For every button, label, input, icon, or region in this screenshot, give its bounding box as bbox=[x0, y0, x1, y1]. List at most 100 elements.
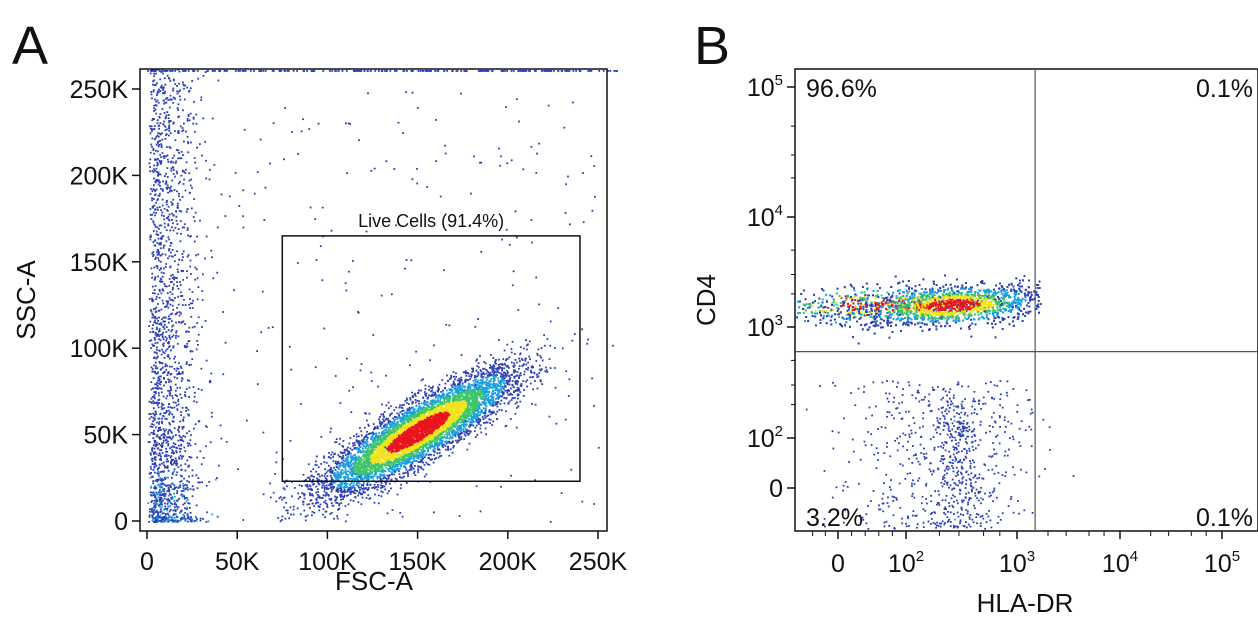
panel-a-dot bbox=[417, 471, 420, 473]
panel-a-dot bbox=[336, 475, 338, 478]
panel-a-dot bbox=[389, 464, 392, 467]
panel-a-dot bbox=[478, 406, 481, 409]
panel-a-dot bbox=[410, 452, 413, 455]
panel-a-dot bbox=[508, 383, 511, 386]
panel-a-dot bbox=[384, 477, 387, 479]
panel-a-dot bbox=[308, 476, 311, 479]
panel-a-dot bbox=[475, 415, 478, 417]
panel-a-dot bbox=[376, 425, 379, 428]
panel-a-dot bbox=[514, 402, 517, 405]
panel-a-dot bbox=[435, 457, 437, 459]
panel-a-dot bbox=[379, 460, 381, 463]
panel-a-dot bbox=[291, 495, 293, 498]
panel-a-dot bbox=[330, 511, 333, 514]
panel-a-dot bbox=[459, 415, 462, 418]
panel-a-dot bbox=[443, 394, 445, 396]
panel-a-dot bbox=[503, 379, 506, 382]
panel-a-dot bbox=[385, 425, 388, 427]
panel-a-dot bbox=[456, 432, 459, 434]
panel-a-dot bbox=[340, 495, 343, 498]
panel-a-dot bbox=[565, 370, 568, 373]
panel-a-dot bbox=[523, 373, 526, 376]
panel-a-dot bbox=[363, 477, 366, 480]
panel-a-dot bbox=[511, 393, 514, 396]
panel-a-dot bbox=[492, 403, 495, 406]
panel-a-dot bbox=[488, 386, 491, 389]
panel-a-dot bbox=[479, 369, 482, 371]
panel-a-dot bbox=[353, 444, 356, 446]
panel-a-dot bbox=[522, 364, 525, 366]
panel-a-dot bbox=[457, 429, 460, 432]
panel-a-dot bbox=[435, 443, 437, 446]
panel-a-dot bbox=[365, 455, 368, 457]
panel-a-dot bbox=[340, 498, 342, 501]
panel-a-dot bbox=[472, 388, 475, 391]
panel-a-dot bbox=[529, 382, 532, 385]
panel-a-dot bbox=[424, 433, 427, 436]
panel-a-dot bbox=[414, 474, 417, 477]
panel-a-dot bbox=[359, 441, 362, 444]
panel-a-dot bbox=[344, 466, 347, 469]
panel-a-dot bbox=[435, 438, 437, 441]
panel-a-dot bbox=[501, 395, 503, 398]
panel-a-dot bbox=[478, 401, 481, 404]
panel-a-dot bbox=[425, 461, 428, 464]
panel-a-dot bbox=[393, 466, 396, 469]
panel-a-dot bbox=[439, 427, 441, 430]
panel-a-dot bbox=[441, 444, 444, 447]
panel-a-dot bbox=[346, 450, 349, 452]
panel-a-dot bbox=[444, 427, 446, 430]
panel-a-dot bbox=[316, 455, 318, 458]
panel-a-dot bbox=[365, 468, 368, 471]
panel-a-dot bbox=[377, 486, 380, 488]
panel-a-dot bbox=[400, 428, 403, 431]
panel-a-dot bbox=[397, 453, 400, 456]
panel-a-dot bbox=[399, 476, 401, 478]
panel-a-dot bbox=[353, 441, 356, 444]
panel-a-dot bbox=[473, 386, 476, 389]
panel-a-dot bbox=[549, 344, 552, 347]
panel-a-dot bbox=[390, 464, 392, 467]
panel-a-dot bbox=[470, 392, 473, 394]
panel-a-dot bbox=[367, 475, 370, 478]
panel-a-dot bbox=[370, 438, 372, 440]
panel-a-dot bbox=[473, 430, 476, 433]
panel-a-dot bbox=[355, 477, 358, 480]
panel-a-dot bbox=[378, 442, 381, 445]
panel-a-dot bbox=[379, 436, 382, 439]
panel-a-dot bbox=[458, 439, 461, 441]
panel-a-dot bbox=[401, 451, 403, 454]
panel-a-dot bbox=[344, 458, 347, 460]
panel-a-dot bbox=[404, 466, 407, 469]
panel-a-dot bbox=[480, 409, 483, 411]
panel-a-dot bbox=[356, 457, 359, 460]
panel-a-dot bbox=[466, 412, 469, 414]
panel-a-dot bbox=[317, 505, 320, 507]
panel-a-dot bbox=[411, 462, 414, 465]
panel-a-dot bbox=[292, 513, 295, 516]
panel-a-dot bbox=[484, 387, 487, 389]
panel-a-dot bbox=[438, 437, 441, 440]
panel-a-dot bbox=[464, 406, 466, 409]
panel-a-dot bbox=[494, 402, 497, 404]
panel-a-dot bbox=[344, 490, 347, 493]
panel-a-dot bbox=[371, 467, 374, 470]
panel-a-dot bbox=[364, 426, 366, 429]
panel-a-dot bbox=[434, 428, 437, 431]
panel-a-dot bbox=[401, 462, 404, 464]
panel-a-dot bbox=[372, 476, 374, 479]
panel-a-dot bbox=[504, 364, 507, 367]
panel-a-dot bbox=[516, 394, 519, 397]
panel-a-dot bbox=[409, 423, 412, 426]
panel-a-dot bbox=[385, 457, 388, 460]
panel-a-dot bbox=[370, 432, 372, 435]
panel-a-dot bbox=[386, 474, 389, 477]
panel-a-dot bbox=[400, 476, 402, 479]
panel-a-dot bbox=[368, 498, 371, 500]
panel-a-dot bbox=[453, 414, 455, 417]
panel-a-dot bbox=[495, 383, 497, 385]
panel-a-dot bbox=[335, 473, 337, 475]
panel-a-dot bbox=[424, 384, 427, 387]
panel-a-dot bbox=[537, 348, 540, 351]
panel-a-dot bbox=[403, 424, 406, 427]
